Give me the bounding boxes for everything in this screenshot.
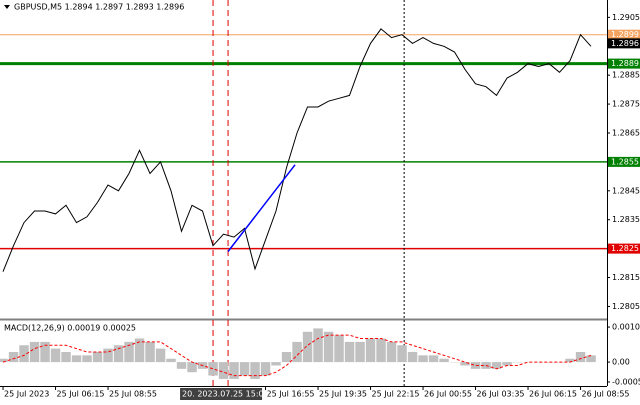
macd-bar bbox=[418, 355, 427, 362]
level-label: 1.2899 bbox=[611, 30, 639, 39]
y-tick-label: 1.2835 bbox=[612, 215, 640, 224]
level-label: 1.2855 bbox=[611, 157, 639, 166]
macd-bar bbox=[282, 352, 291, 362]
x-tick-label: 26 Jul 00:55 bbox=[424, 390, 472, 399]
macd-bar bbox=[292, 342, 301, 362]
macd-bar bbox=[145, 342, 154, 362]
y-tick-label: 1.2805 bbox=[612, 302, 640, 311]
level-label: 1.2825 bbox=[611, 244, 639, 253]
level-label: 1.2889 bbox=[611, 59, 639, 68]
macd-bar bbox=[313, 328, 322, 362]
macd-bar bbox=[502, 362, 511, 365]
macd-bar bbox=[114, 345, 123, 362]
y-tick-label: -0.00059 bbox=[612, 377, 640, 386]
macd-bar bbox=[166, 359, 175, 362]
x-tick-label: 25 Jul 06:15 bbox=[57, 390, 105, 399]
macd-bar bbox=[376, 339, 385, 363]
macd-bar bbox=[82, 355, 91, 362]
macd-bar bbox=[460, 362, 469, 365]
macd-bar bbox=[355, 342, 364, 362]
y-tick-label: 1.2885 bbox=[612, 71, 640, 80]
x-tick-label: 25 Jul 2023 bbox=[4, 390, 49, 399]
y-tick-label: 1.2905 bbox=[612, 13, 640, 22]
macd-bar bbox=[229, 362, 238, 379]
macd-bar bbox=[439, 359, 448, 362]
x-tick-label: 25 Jul 19:35 bbox=[319, 390, 367, 399]
x-tick-label: 25 Jul 08:55 bbox=[109, 390, 157, 399]
macd-bar bbox=[219, 362, 228, 379]
x-tick-label: 25 Jul 22:15 bbox=[372, 390, 420, 399]
chart-title: GBPUSD,M5 1.2894 1.2897 1.2893 1.2896 bbox=[14, 3, 184, 12]
macd-bar bbox=[187, 362, 196, 372]
macd-bar bbox=[261, 362, 270, 375]
macd-bar bbox=[366, 339, 375, 363]
macd-bar bbox=[345, 342, 354, 362]
macd-bar bbox=[271, 362, 280, 365]
macd-bar bbox=[51, 349, 60, 362]
x-tick-label: 26 Jul 08:55 bbox=[582, 390, 630, 399]
y-tick-label: 1.2875 bbox=[612, 100, 640, 109]
macd-bar bbox=[30, 342, 39, 362]
macd-bar bbox=[177, 362, 186, 369]
crosshair-label: 20. 2023.07.25 15:00 bbox=[182, 390, 269, 399]
x-tick-label: 25 Jul 16:55 bbox=[267, 390, 315, 399]
macd-bar bbox=[156, 349, 165, 362]
macd-title: MACD(12,26,9) 0.00019 0.00025 bbox=[4, 324, 136, 333]
macd-bar bbox=[240, 362, 249, 375]
macd-bar bbox=[586, 355, 595, 362]
macd-bar bbox=[387, 342, 396, 362]
macd-bar bbox=[61, 352, 70, 362]
macd-bar bbox=[471, 362, 480, 369]
macd-bar bbox=[9, 352, 18, 362]
y-tick-label: 0.00104 bbox=[612, 323, 640, 332]
macd-bar bbox=[429, 355, 438, 362]
x-tick-label: 26 Jul 03:35 bbox=[477, 390, 525, 399]
macd-bar bbox=[93, 352, 102, 362]
macd-bar bbox=[397, 345, 406, 362]
macd-bar bbox=[208, 362, 217, 375]
macd-bar bbox=[408, 352, 417, 362]
macd-bar bbox=[576, 352, 585, 362]
current-price-label: 1.2896 bbox=[611, 39, 639, 48]
macd-bar bbox=[324, 332, 333, 362]
macd-bar bbox=[103, 349, 112, 362]
macd-bar bbox=[250, 362, 259, 379]
y-tick-label: 1.2865 bbox=[612, 128, 640, 137]
x-tick-label: 26 Jul 06:15 bbox=[529, 390, 577, 399]
y-tick-label: 0.00 bbox=[612, 358, 630, 367]
macd-bar bbox=[72, 355, 81, 362]
y-tick-label: 1.2815 bbox=[612, 273, 640, 282]
macd-bar bbox=[334, 335, 343, 362]
macd-bar bbox=[303, 332, 312, 362]
y-tick-label: 1.2845 bbox=[612, 186, 640, 195]
